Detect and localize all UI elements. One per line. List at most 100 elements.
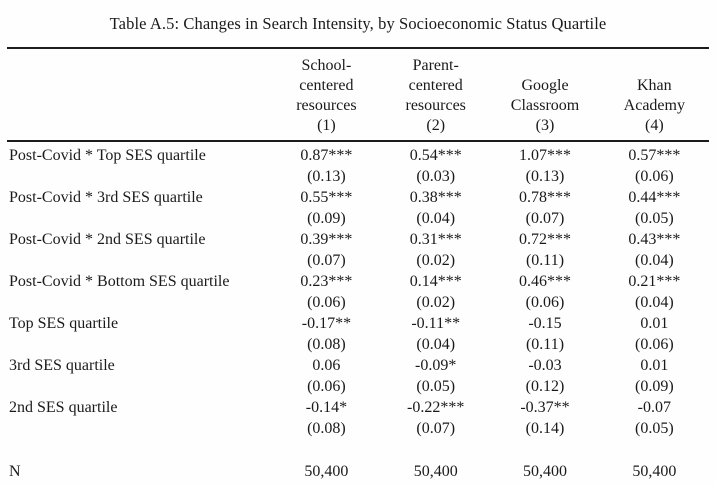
- coefficient-cell: -0.09*: [415, 357, 457, 374]
- column-header-line: Khan: [636, 77, 672, 94]
- table-header: School-centered resources (1) Parent-center…: [7, 48, 709, 142]
- std-error-cell: (0.06): [307, 378, 346, 395]
- std-error-cell: (0.05): [634, 210, 674, 227]
- std-error-row: (0.08) (0.07) (0.14) (0.05): [7, 418, 709, 439]
- observations-value: 50,400: [632, 463, 677, 480]
- column-header-line: (2): [426, 117, 446, 134]
- coefficient-cell: -0.22***: [407, 399, 465, 416]
- std-error-row: (0.09) (0.04) (0.07) (0.05): [7, 208, 709, 229]
- coefficient-cell: 0.01: [640, 315, 669, 332]
- column-header-line: centered: [299, 77, 354, 94]
- row-label-empty: [7, 334, 272, 355]
- std-error-cell: (0.03): [416, 168, 456, 185]
- row-label: Post-Covid * Bottom SES quartile: [9, 273, 230, 290]
- std-error-cell: (0.02): [416, 294, 456, 311]
- column-header-line: School-: [301, 57, 352, 74]
- coefficient-cell: -0.07: [637, 399, 671, 416]
- column-header-line: resources: [405, 97, 466, 114]
- spacer-cell: [7, 439, 272, 461]
- column-header-line: centered: [408, 77, 463, 94]
- coefficient-cell: 0.23***: [300, 273, 353, 290]
- row-label-empty: [7, 250, 272, 271]
- coefficient-cell: 0.06: [312, 357, 341, 374]
- coefficient-cell: -0.15: [528, 315, 562, 332]
- std-error-cell: (0.12): [525, 378, 565, 395]
- std-error-cell: (0.04): [634, 294, 674, 311]
- std-error-row: (0.06) (0.05) (0.12) (0.09): [7, 376, 709, 397]
- table-body: Post-Covid * Top SES quartile 0.87*** 0.54…: [7, 141, 709, 485]
- column-header-3: Google Classroom (3): [490, 48, 600, 142]
- observations-label: N: [9, 463, 21, 480]
- coefficient-row: Post-Covid * 3rd SES quartile 0.55*** 0.38…: [7, 187, 709, 208]
- header-empty-cell: [7, 48, 272, 142]
- regression-results-table: School-centered resources (1) Parent-center…: [7, 47, 709, 485]
- coefficient-cell: -0.14*: [305, 399, 348, 416]
- row-label-empty: [7, 376, 272, 397]
- coefficient-cell: -0.17**: [301, 315, 352, 332]
- coefficient-cell: 0.87***: [300, 147, 353, 164]
- row-label: 3rd SES quartile: [9, 357, 115, 374]
- column-header-2: Parent-centered resources (2): [381, 48, 491, 142]
- observations-value: 50,400: [413, 463, 458, 480]
- column-header-1: School-centered resources (1): [271, 48, 382, 142]
- column-header-4: Khan Academy (4): [599, 48, 709, 142]
- observations-value: 50,400: [304, 463, 349, 480]
- coefficient-cell: 0.54***: [409, 147, 462, 164]
- coefficient-cell: 0.57***: [628, 147, 681, 164]
- row-label: Post-Covid * 2nd SES quartile: [9, 231, 206, 248]
- coefficient-cell: 0.72***: [518, 231, 571, 248]
- row-label: Post-Covid * Top SES quartile: [9, 147, 206, 164]
- coefficient-row: Top SES quartile -0.17** -0.11** -0.15 0.01: [7, 313, 709, 334]
- std-error-cell: (0.06): [634, 168, 674, 185]
- observations-value: 50,400: [522, 463, 567, 480]
- std-error-cell: (0.02): [416, 252, 456, 269]
- std-error-cell: (0.07): [416, 420, 456, 437]
- std-error-row: (0.06) (0.02) (0.06) (0.04): [7, 292, 709, 313]
- std-error-cell: (0.14): [525, 420, 565, 437]
- coefficient-cell: 0.14***: [409, 273, 462, 290]
- column-header-line: (3): [535, 117, 555, 134]
- coefficient-row: 2nd SES quartile -0.14* -0.22*** -0.37** -0.…: [7, 397, 709, 418]
- std-error-row: (0.07) (0.02) (0.11) (0.04): [7, 250, 709, 271]
- coefficient-row: Post-Covid * 2nd SES quartile 0.39*** 0.31…: [7, 229, 709, 250]
- std-error-cell: (0.09): [307, 210, 346, 227]
- coefficient-cell: -0.03: [528, 357, 562, 374]
- spacer-cell: [490, 439, 599, 461]
- coefficient-cell: 0.21***: [628, 273, 681, 290]
- coefficient-row: Post-Covid * Top SES quartile 0.87*** 0.54…: [7, 141, 709, 166]
- coefficient-cell: 0.43***: [628, 231, 681, 248]
- spacer-cell: [381, 439, 490, 461]
- row-label: 2nd SES quartile: [9, 399, 118, 416]
- std-error-cell: (0.05): [416, 378, 456, 395]
- std-error-cell: (0.08): [307, 420, 346, 437]
- row-label-empty: [7, 292, 272, 313]
- column-header-line: Google: [521, 77, 569, 94]
- coefficient-cell: -0.11**: [411, 315, 461, 332]
- std-error-cell: (0.09): [634, 378, 674, 395]
- std-error-cell: (0.06): [525, 294, 565, 311]
- coefficient-cell: 0.38***: [409, 189, 462, 206]
- std-error-cell: (0.13): [525, 168, 565, 185]
- column-header-line: Classroom: [510, 97, 580, 114]
- column-header-line: Parent-: [412, 57, 459, 74]
- table-title: Table A.5: Changes in Search Intensity, …: [109, 14, 607, 33]
- coefficient-row: 3rd SES quartile 0.06 -0.09* -0.03 0.01: [7, 355, 709, 376]
- std-error-cell: (0.07): [525, 210, 565, 227]
- coefficient-cell: 1.07***: [518, 147, 571, 164]
- observations-row: N 50,400 50,400 50,400 50,400: [7, 461, 709, 485]
- coefficient-cell: 0.01: [640, 357, 669, 374]
- std-error-cell: (0.11): [525, 252, 565, 269]
- row-label: Top SES quartile: [9, 315, 119, 332]
- coefficient-row: Post-Covid * Bottom SES quartile 0.23*** 0…: [7, 271, 709, 292]
- std-error-cell: (0.06): [634, 336, 674, 353]
- coefficient-cell: 0.31***: [409, 231, 462, 248]
- coefficient-cell: 0.46***: [518, 273, 571, 290]
- row-label-empty: [7, 418, 272, 439]
- coefficient-cell: 0.44***: [628, 189, 681, 206]
- spacer-cell: [600, 439, 709, 461]
- column-header-line: (4): [644, 117, 664, 134]
- coefficient-cell: -0.37**: [520, 399, 570, 416]
- std-error-cell: (0.08): [307, 336, 346, 353]
- row-label: Post-Covid * 3rd SES quartile: [9, 189, 203, 206]
